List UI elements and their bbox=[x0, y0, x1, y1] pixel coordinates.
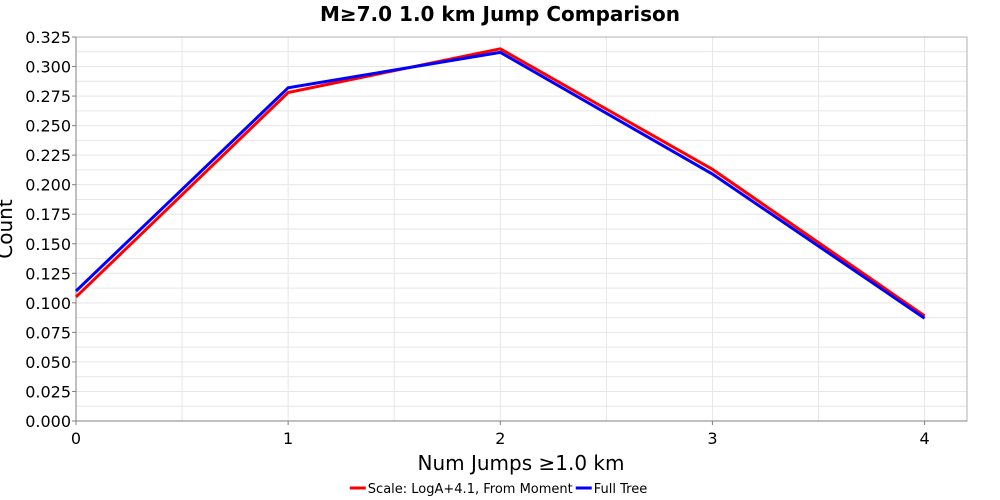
chart-title: M≥7.0 1.0 km Jump Comparison bbox=[320, 2, 680, 26]
y-tick-label: 0.100 bbox=[25, 294, 71, 313]
y-tick-label: 0.200 bbox=[25, 176, 71, 195]
x-axis-ticks: 0 1 2 3 4 bbox=[71, 421, 930, 448]
series-line-2 bbox=[74, 50, 926, 320]
y-tick-label: 0.150 bbox=[25, 235, 71, 254]
x-tick-label: 1 bbox=[283, 429, 293, 448]
y-tick-label: 0.075 bbox=[25, 323, 71, 342]
y-axis-ticks: 0.000 0.025 0.050 0.075 0.100 0.125 0.150 0.175… bbox=[25, 28, 76, 431]
y-tick-label: 0.000 bbox=[25, 412, 71, 431]
legend: Scale: LogA+4.1, From Moment Full Tree bbox=[349, 482, 647, 497]
y-tick-label: 0.250 bbox=[25, 117, 71, 136]
legend-label: Scale: LogA+4.1, From Moment bbox=[368, 482, 573, 497]
y-tick-label: 0.325 bbox=[25, 28, 71, 47]
x-tick-label: 4 bbox=[919, 429, 929, 448]
y-tick-label: 0.175 bbox=[25, 205, 71, 224]
y-tick-label: 0.300 bbox=[25, 58, 71, 77]
y-tick-label: 0.225 bbox=[25, 146, 71, 165]
x-tick-label: 2 bbox=[495, 429, 505, 448]
series-line-1 bbox=[74, 47, 926, 318]
legend-label: Full Tree bbox=[594, 482, 647, 497]
y-axis-label: Count bbox=[0, 199, 17, 259]
y-tick-label: 0.050 bbox=[25, 353, 71, 372]
y-tick-label: 0.125 bbox=[25, 264, 71, 283]
x-tick-label: 3 bbox=[707, 429, 717, 448]
x-axis-label: Num Jumps ≥1.0 km bbox=[418, 451, 625, 475]
grid-lines bbox=[76, 36, 967, 421]
y-tick-label: 0.025 bbox=[25, 382, 71, 401]
series-lines bbox=[74, 47, 926, 320]
x-tick-label: 0 bbox=[71, 429, 81, 448]
y-tick-label: 0.275 bbox=[25, 87, 71, 106]
